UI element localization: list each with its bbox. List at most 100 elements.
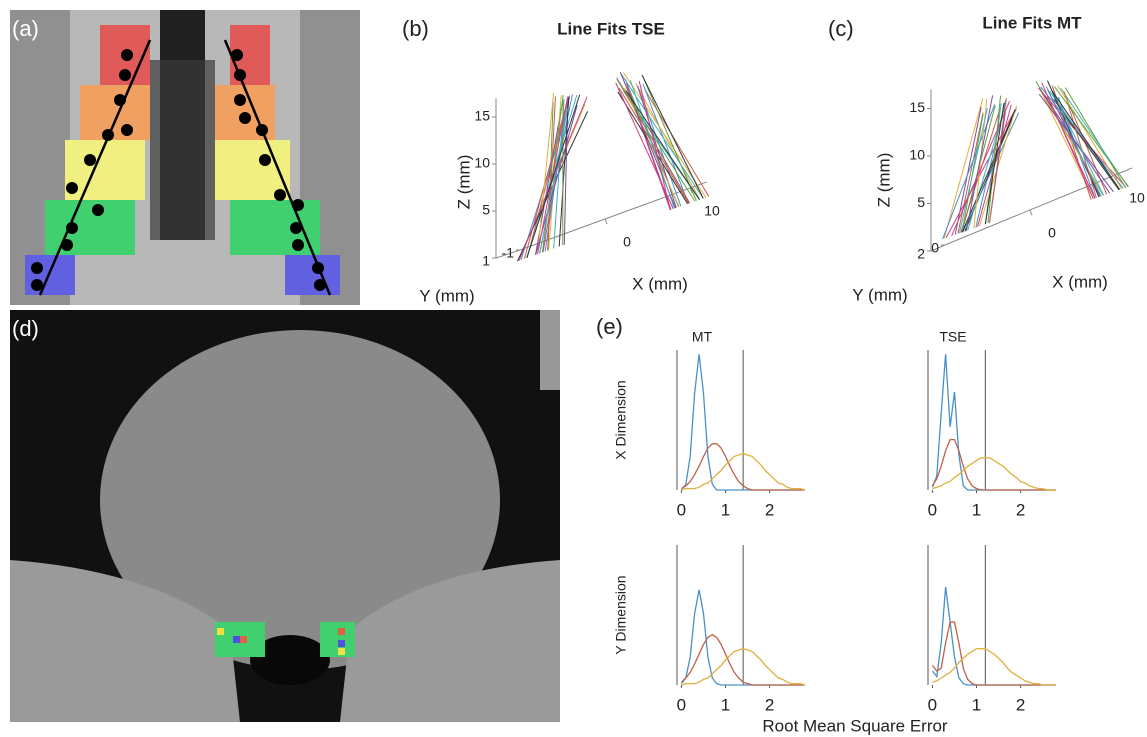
y-tick-label: -1 [502, 245, 515, 261]
axis-label: Y (mm) [419, 286, 474, 305]
x-axis-label: Root Mean Square Error [762, 716, 948, 735]
axis-label: Z (mm) [454, 155, 473, 210]
axis-line [930, 244, 946, 252]
fit-line [958, 108, 988, 234]
fit-line [1057, 85, 1123, 190]
x-tick-label: 10 [704, 203, 720, 219]
fit-line [965, 95, 994, 231]
fit-line [957, 112, 984, 234]
density-line [932, 647, 1056, 686]
z-tick-label: 15 [474, 108, 490, 124]
fit-line [984, 102, 1005, 225]
axis-line [495, 249, 521, 259]
x-tick-label: 2 [765, 500, 774, 519]
fit-line [624, 87, 680, 207]
fit-line [629, 80, 675, 209]
chart-title: Line Fits MT [982, 13, 1082, 32]
fit-line [615, 82, 674, 210]
fit-line [962, 112, 1020, 233]
chart-title: Line Fits TSE [557, 19, 665, 38]
tick-mark [1029, 209, 1033, 216]
panel-label: (d) [12, 316, 39, 341]
fit-line [617, 91, 689, 205]
x-tick-label: 1 [972, 695, 981, 714]
fit-line [526, 102, 569, 258]
fit-line [1037, 87, 1127, 188]
axis-label: X (mm) [632, 274, 688, 293]
density-line [931, 621, 1056, 686]
fit-line [617, 79, 696, 202]
x-tick-label: 0 [1048, 225, 1056, 241]
panel-label: (a) [12, 16, 39, 41]
chart-title: MT [692, 329, 713, 345]
fit-line [1051, 90, 1121, 190]
z-tick-label: 5 [917, 194, 925, 210]
fit-line [1052, 91, 1104, 196]
fit-line [537, 92, 555, 255]
x-tick-label: 0 [677, 695, 686, 714]
density-line [931, 586, 1056, 686]
fit-line [1038, 93, 1114, 193]
fit-line [625, 90, 700, 200]
x-tick-label: 0 [623, 234, 631, 250]
y-axis-label: Y Dimension [613, 575, 629, 654]
fit-line [960, 108, 1001, 233]
x-tick-label: 0 [677, 500, 686, 519]
y-tick-label: 2 [917, 246, 925, 262]
fit-line [635, 82, 701, 200]
z-tick-label: 10 [474, 155, 490, 171]
fit-line [518, 96, 588, 261]
fit-line [537, 97, 569, 255]
fit-line [539, 108, 569, 254]
y-axis-label: X Dimension [613, 380, 629, 459]
fit-line [1045, 86, 1102, 197]
density-line [931, 438, 1056, 491]
fit-line [1064, 87, 1126, 188]
x-tick-label: 2 [1016, 695, 1025, 714]
tick-mark [604, 218, 608, 225]
panel-a-image [10, 10, 360, 305]
fit-line [639, 89, 682, 207]
x-tick-label: 2 [1016, 500, 1025, 519]
fit-line [642, 83, 689, 204]
fit-line [987, 95, 1002, 224]
fit-line [644, 88, 710, 197]
density-line [681, 647, 806, 686]
x-tick-label: 0 [928, 695, 937, 714]
axis-label: Z (mm) [874, 153, 893, 208]
x-tick-label: 1 [972, 500, 981, 519]
density-line [932, 457, 1056, 491]
fit-line [989, 98, 1007, 223]
fit-line [558, 96, 570, 247]
x-tick-label: 2 [765, 695, 774, 714]
panel-label: (b) [402, 16, 429, 41]
density-line [681, 452, 806, 491]
fit-line [1063, 92, 1097, 198]
fit-line [951, 100, 1011, 237]
fit-line [961, 109, 1016, 233]
density-line [681, 443, 805, 491]
fit-line [1054, 86, 1129, 187]
y-tick-label: 1 [482, 253, 490, 269]
fit-line [526, 94, 581, 259]
fit-line [954, 106, 982, 235]
fit-line [1053, 99, 1120, 191]
fit-line [618, 87, 690, 204]
tick-mark [689, 187, 693, 194]
axis-label: X (mm) [1052, 272, 1108, 291]
fit-line [523, 102, 568, 259]
z-tick-label: 15 [909, 99, 925, 115]
fit-line [547, 96, 556, 251]
fit-line [638, 80, 671, 210]
x-tick-label: 1 [721, 500, 730, 519]
x-tick-label: 1 [721, 695, 730, 714]
z-tick-label: 5 [482, 202, 490, 218]
z-tick-label: 10 [909, 147, 925, 163]
fit-line [642, 76, 697, 201]
x-tick-label: 0 [928, 500, 937, 519]
x-tick-label: 10 [1129, 190, 1145, 206]
density-line [680, 633, 805, 686]
chart-title: TSE [939, 329, 966, 345]
panel-label: (c) [828, 16, 854, 41]
